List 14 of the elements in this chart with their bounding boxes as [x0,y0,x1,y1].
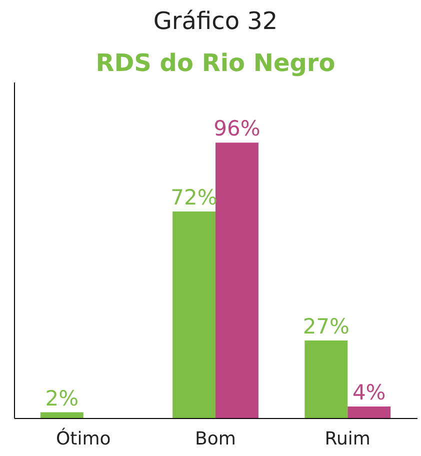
data-label: 2% [45,386,79,410]
data-label: 4% [352,380,386,405]
bar [40,412,84,418]
bar [348,406,391,418]
chart-title: Gráfico 32 [153,7,278,35]
chart-subtitle: RDS do Rio Negro [96,49,336,77]
x-tick-label: Bom [195,428,236,450]
data-label: 96% [214,116,260,141]
data-label: 27% [302,314,350,339]
x-tick-label: Ótimo [56,428,111,450]
bar [216,142,258,418]
bar [304,340,348,418]
x-tick-label: Ruim [324,428,370,450]
bar [172,211,216,418]
